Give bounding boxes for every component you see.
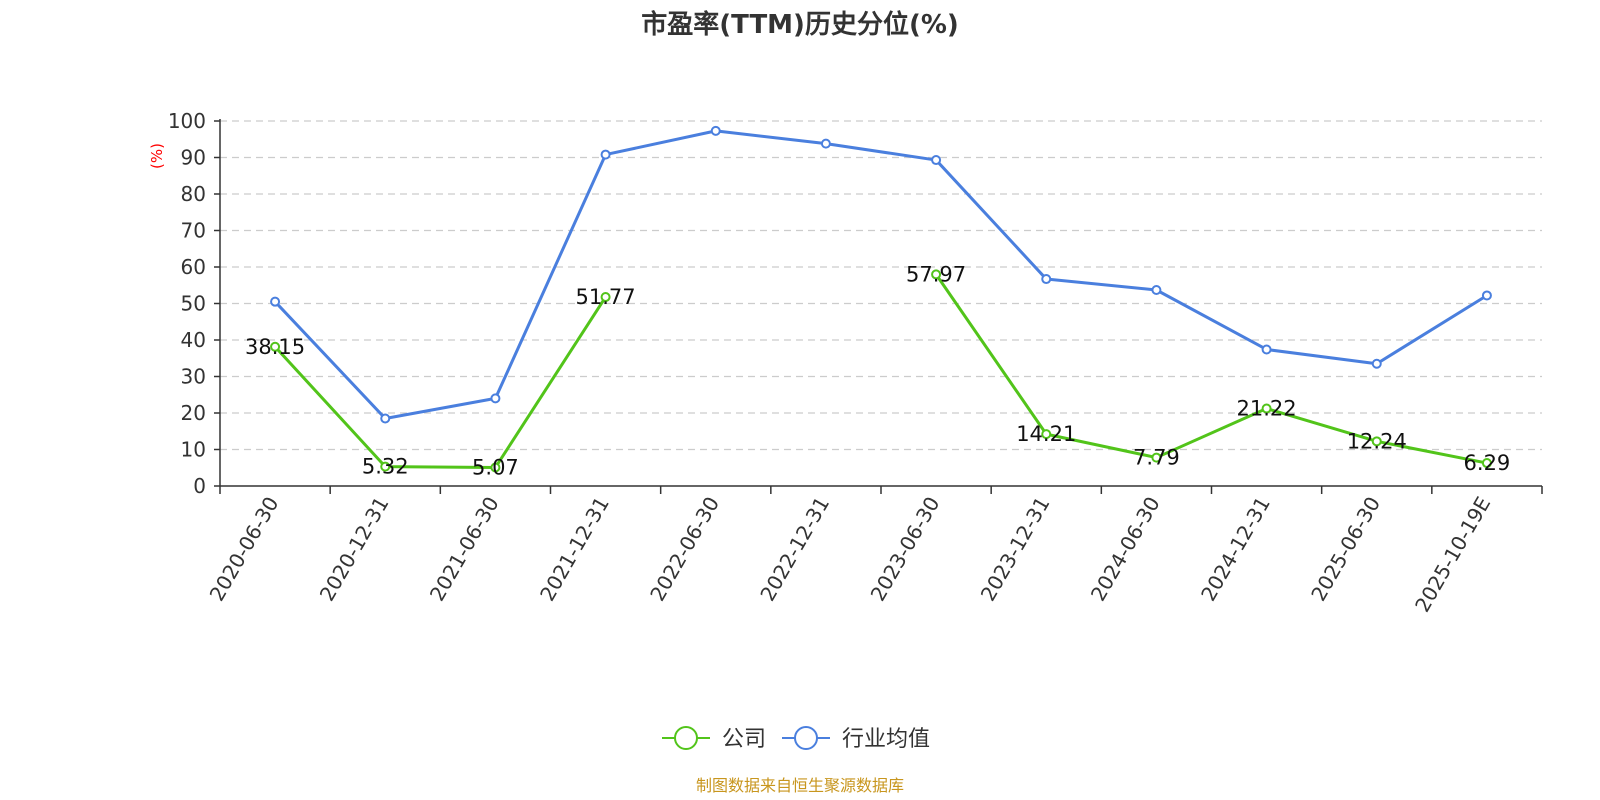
x-tick-label: 2022-06-30	[645, 493, 724, 606]
x-tick-label: 2025-06-30	[1306, 493, 1385, 606]
x-tick-label: 2025-10-19E	[1410, 493, 1495, 617]
data-point	[600, 292, 611, 303]
data-point	[1371, 358, 1382, 369]
y-axis-ticks: 0 10 20 30 40 50 60 70 80 90 100	[168, 109, 220, 498]
data-point	[710, 125, 721, 136]
source-note: 制图数据来自恒生聚源数据库	[696, 776, 904, 795]
data-point	[931, 269, 942, 280]
y-tick-label: 80	[181, 182, 206, 206]
series-line	[273, 296, 607, 469]
x-tick-label: 2024-12-31	[1196, 493, 1275, 606]
data-point	[1151, 284, 1162, 295]
data-label: 5.07	[472, 455, 519, 479]
series-line	[934, 273, 1488, 465]
data-label: 21.22	[1237, 397, 1297, 421]
data-point	[600, 149, 611, 160]
legend-marker	[674, 726, 698, 750]
y-tick-label: 20	[181, 401, 206, 425]
data-point	[1481, 290, 1492, 301]
x-tick-label: 2020-06-30	[205, 493, 284, 606]
y-tick-label: 10	[181, 438, 206, 462]
data-label: 12.24	[1347, 429, 1407, 453]
x-tick-label: 2020-12-31	[315, 493, 394, 606]
series-line	[273, 129, 1488, 420]
data-point	[1151, 452, 1162, 463]
y-tick-label: 30	[181, 365, 206, 389]
legend-label: 行业均值	[842, 727, 930, 752]
data-label: 6.29	[1464, 451, 1511, 475]
chart-title: 市盈率(TTM)历史分位(%)	[641, 9, 959, 40]
series-layer	[270, 125, 1492, 473]
data-point	[820, 138, 831, 149]
data-point	[490, 393, 501, 404]
data-point	[490, 462, 501, 473]
data-point	[1041, 274, 1052, 285]
data-point	[931, 155, 942, 166]
x-tick-label: 2022-12-31	[755, 493, 834, 606]
y-tick-label: 50	[181, 292, 206, 316]
legend-marker	[794, 726, 818, 750]
data-label: 57.97	[906, 262, 966, 286]
x-tick-label: 2023-06-30	[866, 492, 945, 605]
x-tick-label: 2023-12-31	[976, 493, 1055, 606]
data-label: 5.32	[362, 455, 409, 479]
x-axis-ticks: 2020-06-30 2020-12-31 2021-06-30 2021-12-31…	[205, 486, 1543, 617]
y-axis-unit-label: (%)	[148, 143, 166, 169]
y-tick-label: 70	[181, 219, 206, 243]
data-point	[1371, 436, 1382, 447]
grid-lines	[220, 120, 1542, 451]
data-point	[380, 413, 391, 424]
y-tick-label: 40	[181, 328, 206, 352]
data-point	[1261, 403, 1272, 414]
data-point	[380, 461, 391, 472]
data-label: 14.21	[1016, 422, 1076, 446]
data-label: 51.77	[576, 285, 636, 309]
data-labels: 38.15 5.32 5.07 51.77 57.97 14.21 7.79 21.22 12.…	[245, 262, 1510, 479]
x-tick-label: 2024-06-30	[1086, 493, 1165, 606]
data-label: 7.79	[1133, 446, 1180, 470]
y-tick-label: 90	[181, 146, 206, 170]
legend-label: 公司	[722, 727, 766, 752]
data-point	[1261, 344, 1272, 355]
x-tick-label: 2021-06-30	[425, 492, 504, 605]
x-tick-label: 2021-12-31	[535, 493, 614, 606]
data-point	[1481, 458, 1492, 469]
y-tick-label: 60	[181, 255, 206, 279]
data-point	[270, 341, 281, 352]
data-label: 38.15	[245, 335, 305, 359]
data-point	[1041, 429, 1052, 440]
y-tick-label: 0	[193, 474, 206, 498]
legend[interactable]: 公司 行业均值	[662, 726, 930, 752]
y-tick-label: 100	[168, 109, 206, 133]
data-point	[270, 296, 281, 307]
